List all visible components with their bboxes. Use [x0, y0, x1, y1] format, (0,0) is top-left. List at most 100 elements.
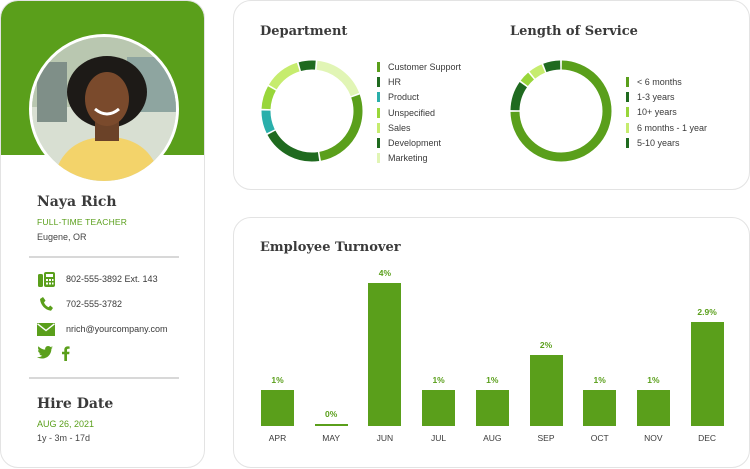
bar-value-label: 2% — [539, 339, 553, 350]
slice-5-10-years — [543, 60, 561, 73]
employee-location: Eugene, OR — [37, 232, 87, 242]
bar-may — [314, 424, 348, 426]
slice-10-years — [520, 72, 535, 87]
slice-6-months — [510, 60, 612, 162]
month-tick-label: JUN — [376, 433, 394, 443]
month-tick-label: MAY — [322, 433, 341, 443]
email-text: nrich@yourcompany.com — [66, 324, 168, 334]
legend-label: Marketing — [388, 153, 428, 164]
bar-value-label: 1% — [271, 375, 284, 386]
divider — [29, 377, 179, 379]
slice-development — [298, 60, 316, 72]
employee-role: FULL-TIME TEACHER — [37, 217, 128, 227]
bar-value-label: 1% — [486, 375, 499, 386]
legend-label: Customer Support — [388, 61, 462, 72]
department-legend-item-marketing: Marketing — [377, 151, 461, 166]
legend-label: HR — [388, 76, 401, 87]
legend-label: Development — [388, 138, 442, 149]
avatar — [29, 34, 179, 184]
bar-value-label: 0% — [325, 409, 338, 419]
legend-label: Product — [388, 92, 420, 103]
legend-swatch — [626, 91, 629, 102]
legend-label: 1-3 years — [637, 91, 675, 102]
legend-label: 10+ years — [637, 107, 677, 118]
department-legend-item-hr: HR — [377, 74, 461, 89]
stats-card: Department Customer Support HR Product Unsp… — [233, 0, 750, 190]
social-links — [37, 346, 70, 366]
slice-unspecified — [261, 86, 276, 110]
phone-icon — [37, 296, 55, 312]
legend-swatch — [377, 92, 380, 103]
legend-swatch — [377, 61, 380, 72]
month-tick-label: APR — [268, 433, 287, 443]
legend-label: Unspecified — [388, 107, 436, 118]
service-legend-item-1-3-years: 1-3 years — [626, 89, 707, 104]
department-legend-item-product: Product — [377, 90, 461, 105]
email[interactable]: nrich@yourcompany.com — [37, 321, 168, 337]
bar-jul — [422, 390, 456, 426]
service-legend-item-5-10-years: 5-10 years — [626, 135, 707, 150]
slice-marketing — [316, 60, 360, 97]
bar-value-label: 1% — [593, 375, 606, 386]
slice-1-3-years — [510, 82, 528, 111]
department-legend: Customer Support HR Product Unspecified Sale… — [377, 59, 461, 166]
bar-value-label: 4% — [378, 268, 392, 278]
tenure-value: 1y - 3m - 17d — [37, 433, 91, 443]
service-legend-item-6-months-1-year: 6 months - 1 year — [626, 120, 707, 135]
twitter-icon[interactable] — [37, 346, 53, 366]
month-tick-label: OCT — [590, 433, 609, 443]
legend-swatch — [377, 138, 380, 149]
service-legend-item-6-months: < 6 months — [626, 74, 707, 89]
slice-customer-support — [319, 94, 363, 161]
slice-hr — [267, 130, 320, 162]
legend-swatch — [626, 122, 629, 133]
department-title: Department — [260, 24, 348, 39]
office-phone[interactable]: 802-555-3892 Ext. 143 — [37, 271, 158, 287]
legend-label: 6 months - 1 year — [637, 122, 708, 133]
service-legend: < 6 months 1-3 years 10+ years 6 months - 1… — [626, 74, 707, 150]
mobile-phone[interactable]: 702-555-3782 — [37, 296, 122, 312]
mobile-phone-text: 702-555-3782 — [66, 299, 123, 309]
service-title: Length of Service — [510, 24, 638, 39]
department-legend-item-customer-support: Customer Support — [377, 59, 461, 74]
fax-phone-icon — [37, 271, 55, 287]
bar-oct — [583, 390, 617, 426]
turnover-card: Employee Turnover 1% APR 0% MAY 4% JUN 1% JUL 1%… — [233, 217, 750, 468]
mail-icon — [37, 321, 55, 337]
month-tick-label: DEC — [698, 433, 717, 443]
slice-product — [261, 110, 275, 134]
legend-swatch — [626, 107, 629, 118]
bar-value-label: 2.9% — [697, 307, 717, 318]
facebook-icon[interactable] — [61, 346, 70, 366]
bar-dec — [690, 322, 724, 426]
legend-label: 5-10 years — [637, 137, 680, 148]
bar-aug — [475, 390, 509, 426]
month-tick-label: JUL — [431, 433, 447, 443]
employee-name: Naya Rich — [37, 194, 117, 210]
legend-swatch — [626, 76, 629, 87]
legend-swatch — [626, 137, 629, 148]
hire-date-heading: Hire Date — [37, 396, 114, 412]
slice-sales — [268, 62, 300, 90]
slice-6-months-1-year — [529, 64, 546, 79]
divider — [29, 256, 179, 258]
legend-swatch — [377, 122, 380, 133]
legend-swatch — [377, 107, 380, 118]
turnover-title: Employee Turnover — [260, 240, 401, 255]
bar-value-label: 1% — [432, 375, 445, 386]
month-tick-label: SEP — [537, 433, 555, 443]
hire-date-value: AUG 26, 2021 — [37, 419, 95, 429]
legend-label: < 6 months — [637, 76, 682, 87]
service-legend-item-10-years: 10+ years — [626, 105, 707, 120]
month-tick-label: NOV — [644, 433, 663, 443]
legend-swatch — [377, 76, 380, 87]
month-tick-label: AUG — [483, 433, 502, 443]
department-legend-item-sales: Sales — [377, 120, 461, 135]
legend-swatch — [377, 153, 380, 164]
office-phone-text: 802-555-3892 Ext. 143 — [66, 274, 158, 284]
bar-value-label: 1% — [647, 375, 660, 386]
bar-jun — [368, 283, 402, 426]
bar-nov — [636, 390, 670, 426]
bar-sep — [529, 354, 563, 426]
department-donut-chart — [261, 60, 363, 162]
